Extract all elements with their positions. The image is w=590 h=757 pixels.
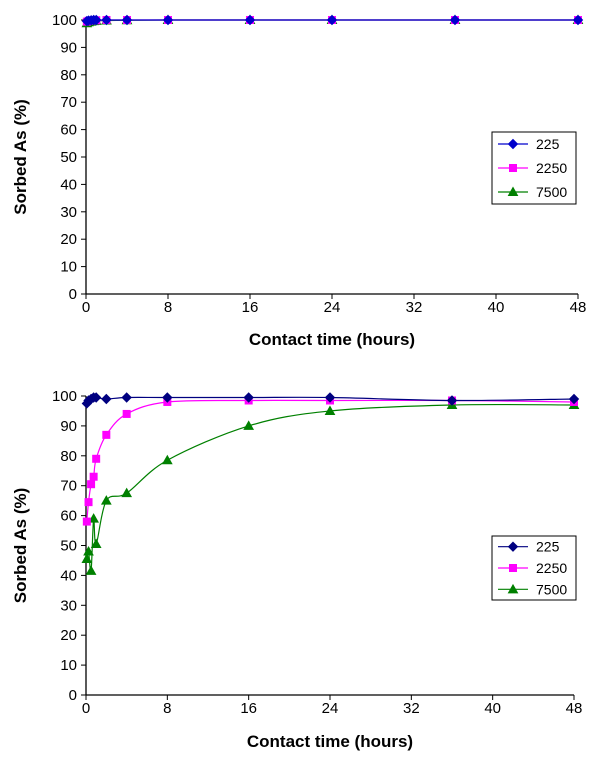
data-point-225 [446, 395, 458, 406]
data-point-225 [324, 392, 336, 403]
chart-1: 0 10 20 30 40 50 60 70 80 90 100 0 8 16 24 32 40 48 Contac… [11, 12, 586, 349]
y-tick-label: 50 [60, 538, 77, 555]
y-tick-label: 70 [60, 94, 77, 111]
data-point-2250 [92, 454, 101, 463]
y-tick-label: 70 [60, 478, 77, 495]
y-tick-label: 50 [60, 149, 77, 166]
legend-marker [507, 541, 519, 552]
legend-label: 7500 [536, 581, 567, 597]
y-tick-label: 80 [60, 67, 77, 84]
legend-marker [509, 564, 517, 572]
legend-label: 225 [536, 136, 560, 152]
y-tick-label: 20 [60, 231, 77, 248]
data-point-7500 [100, 495, 112, 505]
legend-label: 2250 [536, 160, 567, 176]
y-tick-label: 20 [60, 627, 77, 644]
x-tick-label: 16 [240, 700, 257, 717]
y-tick-label: 0 [69, 687, 77, 704]
y-axis-title: Sorbed As (%) [11, 488, 30, 604]
legend-label: 225 [536, 539, 560, 555]
data-point-2250 [82, 517, 91, 526]
data-point-7500 [243, 420, 255, 430]
legend-marker [507, 583, 519, 594]
data-point-225 [162, 392, 173, 403]
y-tick-label: 30 [60, 597, 77, 614]
y-tick-label: 60 [60, 122, 77, 139]
data-point-225 [162, 14, 174, 26]
legend-label: 2250 [536, 560, 567, 576]
y-tick-label: 10 [60, 259, 77, 276]
x-tick-label: 32 [403, 700, 420, 717]
x-tick-label: 0 [82, 700, 90, 717]
data-point-2250 [122, 409, 131, 418]
data-point-7500 [90, 538, 102, 548]
x-tick-label: 24 [324, 299, 341, 316]
x-tick-label: 40 [488, 299, 505, 316]
data-point-225 [568, 393, 580, 405]
y-tick-label: 60 [60, 508, 77, 525]
legend-marker [509, 164, 517, 172]
x-axis-title: Contact time (hours) [247, 732, 413, 751]
data-point-2250 [89, 472, 98, 481]
y-tick-label: 40 [60, 176, 77, 193]
x-tick-label: 8 [164, 299, 172, 316]
data-point-7500 [121, 487, 133, 498]
data-point-2250 [102, 430, 111, 439]
x-axis-title: Contact time (hours) [249, 330, 415, 349]
legend: 225 2250 7500 [491, 535, 577, 601]
data-point-225 [572, 14, 584, 26]
x-tick-label: 32 [406, 299, 423, 316]
data-point-225 [243, 392, 254, 403]
legend-marker [507, 138, 519, 150]
x-tick-label: 48 [566, 700, 583, 717]
chart-2: 0 10 20 30 40 50 60 70 80 90 100 0 8 16 24 32 40 48 Contac… [11, 388, 582, 751]
data-point-225 [121, 14, 133, 26]
data-point-225 [91, 14, 102, 26]
data-point-225 [90, 392, 102, 403]
data-point-225 [101, 393, 112, 405]
x-tick-label: 48 [570, 299, 587, 316]
data-point-7500 [81, 553, 93, 563]
x-tick-label: 40 [484, 700, 501, 717]
y-tick-label: 40 [60, 567, 77, 584]
series-2250-line [86, 399, 575, 522]
y-tick-label: 0 [69, 286, 77, 303]
data-point-7500 [161, 454, 173, 465]
series-225 [81, 392, 580, 409]
series-7500 [81, 399, 580, 575]
y-tick-label: 90 [60, 39, 77, 56]
legend-marker [507, 186, 519, 196]
series-2250 [82, 396, 578, 526]
legend: 225 2250 7500 [491, 131, 577, 205]
x-tick-label: 8 [163, 700, 171, 717]
y-axis-title: Sorbed As (%) [11, 99, 30, 215]
data-point-2250 [84, 498, 93, 507]
y-tick-label: 100 [52, 12, 77, 29]
data-point-225 [449, 14, 461, 26]
x-tick-label: 24 [322, 700, 339, 717]
data-point-7500 [85, 565, 97, 575]
y-tick-label: 10 [60, 657, 77, 674]
y-tick-label: 30 [60, 204, 77, 221]
y-tick-label: 90 [60, 418, 77, 435]
data-point-7500 [83, 545, 94, 556]
x-tick-label: 0 [82, 299, 90, 316]
data-point-225 [121, 392, 132, 403]
y-tick-label: 80 [60, 448, 77, 465]
data-point-7500 [324, 405, 336, 415]
data-point-2250 [87, 480, 96, 489]
data-point-225 [101, 14, 112, 26]
x-tick-label: 16 [242, 299, 259, 316]
legend-label: 7500 [536, 184, 567, 200]
series-225 [81, 14, 584, 27]
data-point-7500 [88, 513, 99, 523]
y-tick-label: 100 [52, 388, 77, 405]
data-point-225 [244, 14, 256, 26]
data-point-225 [326, 14, 338, 26]
